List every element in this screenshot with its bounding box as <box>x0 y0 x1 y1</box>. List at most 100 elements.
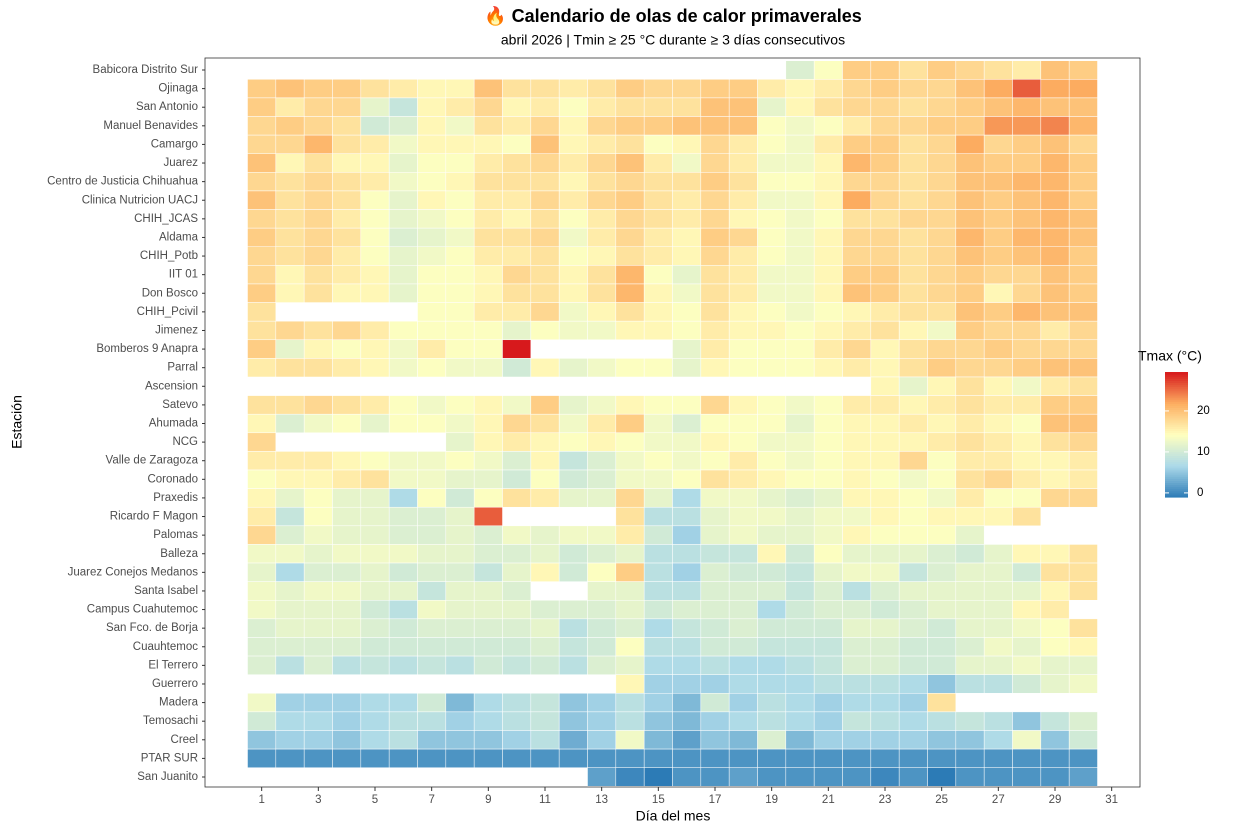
heat-cell <box>927 246 957 266</box>
heat-cell <box>813 413 843 434</box>
heat-cell <box>842 358 872 378</box>
heat-cell <box>955 525 985 545</box>
heat-cell <box>388 358 418 378</box>
heat-cell <box>955 432 985 452</box>
heat-cell <box>870 469 900 489</box>
heat-cell <box>1040 116 1070 136</box>
heat-cell <box>898 469 928 489</box>
heat-cell <box>247 581 277 601</box>
heat-cell <box>1068 97 1098 117</box>
heat-cell <box>1040 358 1070 378</box>
heat-cell <box>898 376 928 396</box>
heat-cell <box>728 451 758 471</box>
heat-cell <box>728 358 758 378</box>
heat-cell <box>728 693 758 713</box>
heat-cell <box>955 655 985 675</box>
heat-cell <box>445 432 475 452</box>
heat-cell <box>502 544 532 564</box>
heat-cell <box>247 395 277 415</box>
heat-cell <box>445 618 475 638</box>
heat-cell <box>1040 172 1070 192</box>
heat-cell <box>473 469 503 489</box>
heat-cell <box>983 767 1013 787</box>
heat-cell <box>1012 488 1042 508</box>
heat-cell <box>927 618 957 638</box>
heat-cell <box>615 413 645 434</box>
y-tick-label: Coronado <box>147 473 198 485</box>
heat-cell <box>275 134 305 154</box>
y-tick-label: San Antonio <box>136 101 198 113</box>
heat-cell <box>927 320 957 341</box>
heat-cell <box>473 320 503 341</box>
heat-cell <box>1012 618 1042 638</box>
heat-cell <box>898 190 928 210</box>
heat-cell <box>842 618 872 638</box>
heat-cell <box>813 358 843 378</box>
heat-cell <box>757 320 787 341</box>
heat-cell <box>473 227 503 247</box>
heat-cell <box>643 506 673 527</box>
heat-cell <box>643 97 673 117</box>
heat-cell <box>587 320 617 341</box>
heat-cell <box>1068 413 1098 434</box>
colorbar-segment <box>1165 482 1188 486</box>
heat-cell <box>473 581 503 601</box>
colorbar-segment <box>1165 486 1188 490</box>
heat-cell <box>870 451 900 471</box>
heat-cell <box>870 376 900 396</box>
heat-cell <box>473 209 503 229</box>
y-tick-label: Ojinaga <box>158 83 198 95</box>
heat-cell <box>332 637 362 657</box>
heat-cell <box>615 190 645 210</box>
y-tick-label: Centro de Justicia Chihuahua <box>47 176 198 188</box>
heat-cell <box>643 655 673 675</box>
heat-cell <box>247 544 277 564</box>
x-tick-label: 11 <box>539 794 551 806</box>
heat-cell <box>728 581 758 601</box>
heat-cell <box>417 265 447 285</box>
heat-cell <box>558 488 588 508</box>
heat-cell <box>643 748 673 768</box>
heat-cell <box>360 116 390 136</box>
heat-cell <box>417 618 447 638</box>
heat-cell <box>615 283 645 303</box>
heat-cell <box>983 339 1013 359</box>
heat-cell <box>303 246 333 266</box>
heat-cell <box>870 711 900 731</box>
heat-cell <box>417 79 447 99</box>
heat-cell <box>473 544 503 564</box>
heat-cell <box>813 190 843 210</box>
heat-cell <box>983 562 1013 582</box>
heat-cell <box>898 711 928 731</box>
heat-cell <box>473 748 503 768</box>
heat-cell <box>247 116 277 136</box>
chart-title: 🔥 Calendario de olas de calor primaveral… <box>484 5 862 26</box>
heat-cell <box>700 451 730 471</box>
heat-cell <box>955 451 985 471</box>
heat-cell <box>955 413 985 434</box>
heat-cell <box>332 730 362 750</box>
heat-cell <box>927 693 957 713</box>
colorbar-segment <box>1165 457 1188 461</box>
heat-cell <box>1068 544 1098 564</box>
heat-cell <box>247 265 277 285</box>
heat-cell <box>842 116 872 136</box>
heat-cell <box>1012 116 1042 136</box>
heat-cell <box>417 395 447 415</box>
heat-cell <box>955 395 985 415</box>
x-tick-label: 27 <box>992 794 1005 806</box>
heat-cell <box>842 60 872 80</box>
heat-cell <box>927 730 957 750</box>
colorbar-segment <box>1165 388 1188 392</box>
heat-cell <box>870 600 900 620</box>
heat-cell <box>615 358 645 378</box>
heat-cell <box>1012 60 1042 80</box>
heat-cell <box>445 227 475 247</box>
heat-cell <box>757 283 787 303</box>
heat-cell <box>955 748 985 768</box>
heat-cell <box>247 525 277 545</box>
colorbar-segment <box>1165 430 1188 434</box>
heat-cell <box>700 674 730 694</box>
heat-cell <box>615 451 645 471</box>
heat-cell <box>672 525 702 545</box>
